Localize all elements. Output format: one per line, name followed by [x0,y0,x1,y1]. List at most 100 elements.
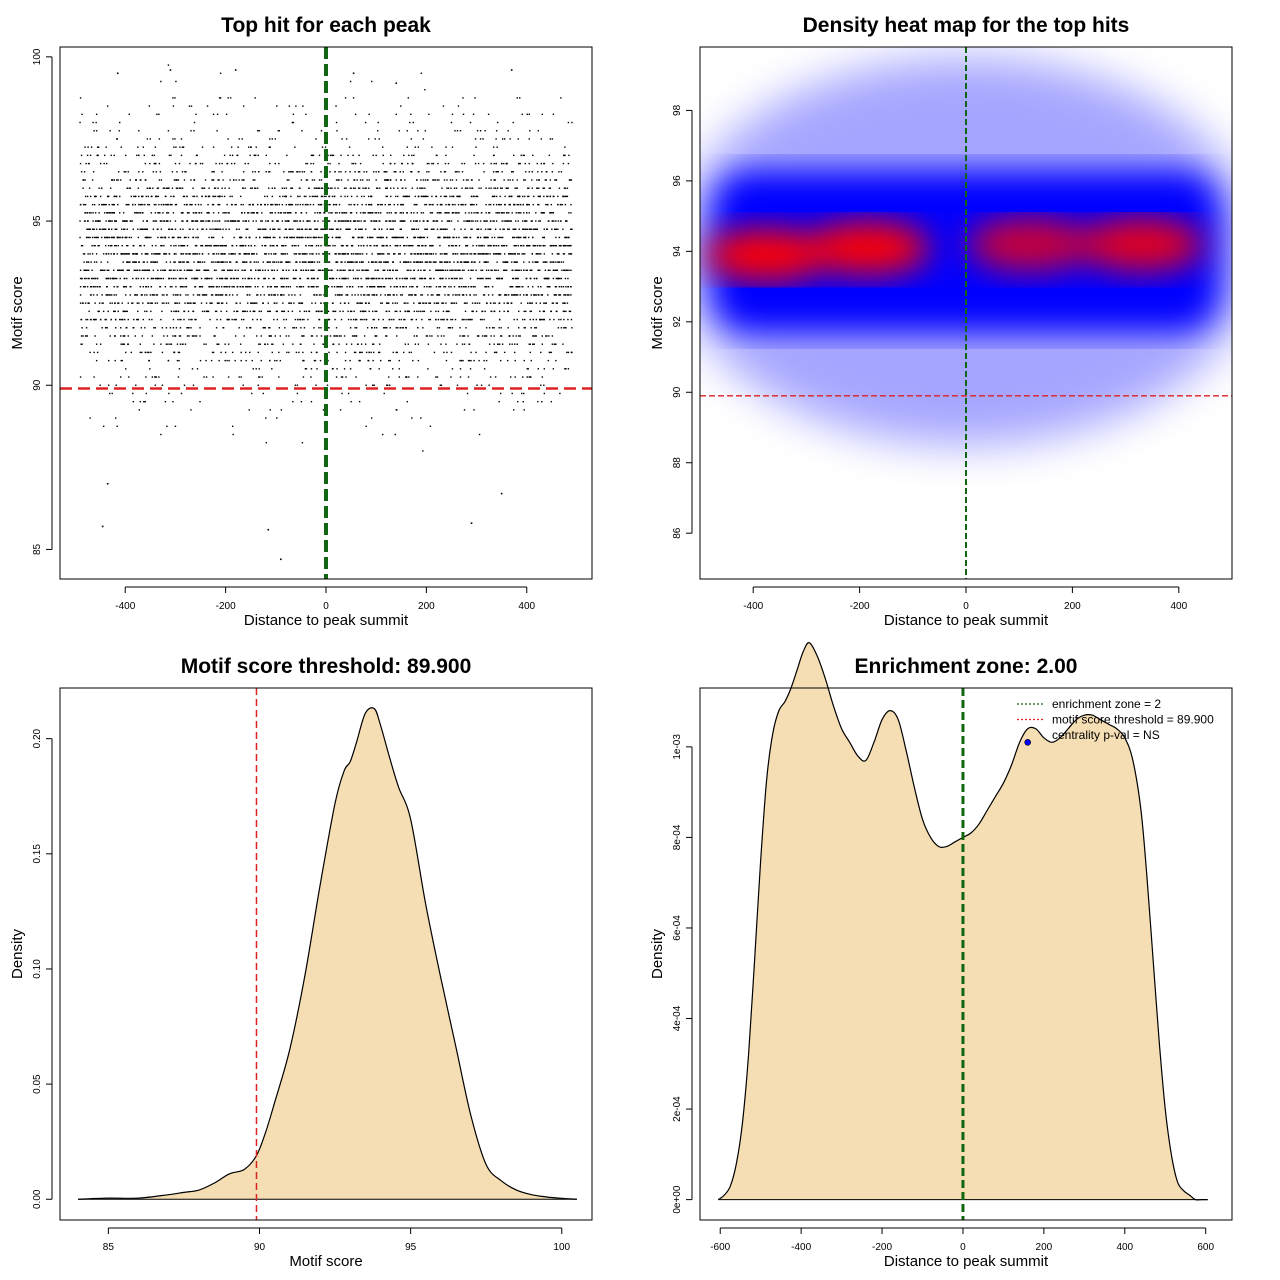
scatter-point [106,212,109,214]
scatter-point [441,187,443,189]
scatter-point [566,195,569,198]
scatter-point [101,228,103,230]
scatter-point [363,310,365,313]
scatter-point [310,351,313,354]
scatter-point [403,286,405,288]
scatter-point [172,138,174,140]
scatter-point [172,195,175,198]
scatter-point [454,171,457,173]
scatter-point [299,343,302,345]
scatter-point [522,203,524,206]
scatter-point [542,261,545,263]
scatter-point [563,327,565,329]
scatter-point [379,187,381,189]
scatter-point [465,294,468,296]
scatter-point [183,261,185,263]
scatter-point [563,269,566,272]
scatter-point [400,236,402,239]
scatter-point [498,277,500,280]
scatter-point [200,203,202,206]
scatter-point [476,228,478,230]
scatter-point [501,171,503,173]
scatter-point [217,179,219,181]
scatter-point [472,244,474,247]
scatter-point [538,294,540,296]
scatter-point [244,277,246,280]
scatter-point [161,310,163,313]
scatter-point [167,302,170,304]
scatter-point [178,277,181,280]
scatter-point [97,154,99,157]
scatter-point [100,187,103,189]
scatter-point [568,212,570,214]
scatter-point [107,277,109,280]
scatter-point [277,261,280,263]
scatter-point [465,286,467,288]
scatter-point [146,228,149,230]
scatter-point [121,244,123,247]
scatter-point [154,302,157,304]
scatter-point [223,286,225,288]
scatter-point [91,269,93,272]
scatter-point [490,269,492,272]
scatter-point [271,343,273,345]
scatter-point [354,113,357,116]
scatter-point [147,286,150,288]
scatter-point [115,294,117,296]
scatter-point [301,228,304,230]
scatter-point [410,244,413,247]
scatter-point [344,351,347,354]
scatter-point [446,269,449,272]
scatter-point [412,244,414,247]
scatter-point [190,327,192,329]
scatter-point [371,277,373,280]
scatter-point [349,310,352,313]
scatter-point [556,253,559,255]
scatter-point [205,376,208,378]
scatter-point [233,310,235,313]
scatter-point [164,253,167,255]
scatter-point [517,220,519,222]
scatter-point [466,261,469,263]
scatter-point [316,228,319,230]
scatter-point [357,228,360,230]
scatter-point [416,220,419,222]
scatter-point [388,359,390,362]
scatter-point [141,294,144,296]
scatter-point [391,220,393,222]
scatter-point [560,327,563,329]
scatter-point [402,327,404,329]
scatter-point [543,187,546,189]
scatter-point [529,228,531,230]
scatter-point [532,343,534,345]
scatter-point [149,294,152,296]
scatter-point [191,269,193,272]
scatter-point [173,146,175,148]
scatter-point [285,286,288,288]
scatter-point [237,269,239,272]
scatter-point [407,162,409,165]
scatter-point [248,220,250,222]
scatter-point [115,220,117,222]
scatter-point [495,351,497,354]
scatter-point [207,244,209,247]
scatter-point [537,269,539,272]
scatter-point [448,220,450,222]
scatter-point [517,244,519,247]
scatter-point [447,310,450,313]
scatter-point [104,203,106,206]
scatter-point [177,179,180,181]
scatter-point [113,286,115,288]
scatter-point [354,187,356,189]
scatter-point [537,195,539,198]
scatter-point [173,244,175,247]
scatter-point [447,203,450,206]
scatter-point [292,327,294,329]
scatter-point [318,253,320,255]
scatter-point [116,277,118,280]
scatter-point [565,269,568,272]
scatter-point [177,236,179,239]
scatter-point [392,351,394,354]
scatter-point [167,220,169,222]
scatter-point [437,162,439,165]
